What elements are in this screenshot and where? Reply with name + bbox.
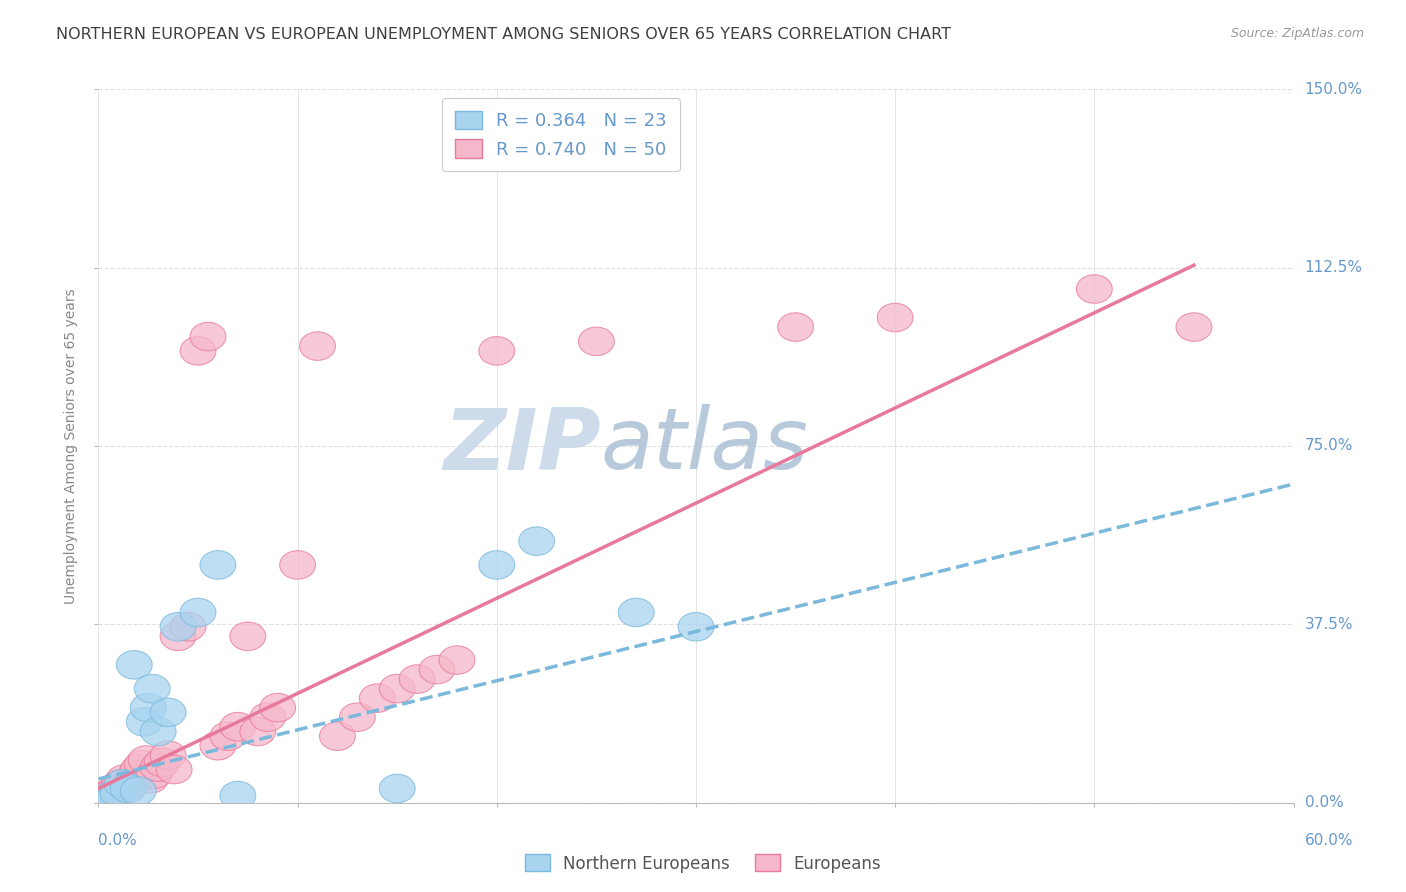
Ellipse shape (319, 722, 356, 750)
Ellipse shape (250, 703, 285, 731)
Y-axis label: Unemployment Among Seniors over 65 years: Unemployment Among Seniors over 65 years (65, 288, 79, 604)
Ellipse shape (380, 774, 415, 803)
Text: ZIP: ZIP (443, 404, 600, 488)
Text: 60.0%: 60.0% (1305, 833, 1353, 848)
Ellipse shape (299, 332, 336, 360)
Ellipse shape (578, 327, 614, 356)
Ellipse shape (180, 336, 217, 365)
Text: 37.5%: 37.5% (1305, 617, 1353, 632)
Ellipse shape (877, 303, 912, 332)
Ellipse shape (83, 786, 118, 814)
Ellipse shape (150, 698, 186, 727)
Ellipse shape (180, 599, 217, 627)
Ellipse shape (219, 713, 256, 741)
Ellipse shape (136, 760, 172, 789)
Ellipse shape (121, 777, 156, 805)
Ellipse shape (145, 748, 180, 777)
Ellipse shape (127, 707, 162, 736)
Ellipse shape (156, 756, 193, 784)
Ellipse shape (479, 336, 515, 365)
Ellipse shape (110, 772, 146, 800)
Text: 75.0%: 75.0% (1305, 439, 1353, 453)
Ellipse shape (619, 599, 654, 627)
Ellipse shape (778, 313, 814, 342)
Ellipse shape (200, 731, 236, 760)
Ellipse shape (219, 781, 256, 810)
Ellipse shape (128, 746, 165, 774)
Ellipse shape (124, 750, 160, 779)
Ellipse shape (141, 753, 176, 781)
Ellipse shape (121, 756, 156, 784)
Ellipse shape (1077, 275, 1112, 303)
Ellipse shape (200, 550, 236, 579)
Ellipse shape (170, 613, 207, 641)
Ellipse shape (380, 674, 415, 703)
Legend: Northern Europeans, Europeans: Northern Europeans, Europeans (519, 847, 887, 880)
Ellipse shape (97, 777, 132, 805)
Ellipse shape (94, 779, 131, 807)
Text: 112.5%: 112.5% (1305, 260, 1362, 275)
Ellipse shape (100, 774, 136, 803)
Ellipse shape (260, 693, 295, 722)
Ellipse shape (479, 550, 515, 579)
Ellipse shape (132, 764, 169, 793)
Ellipse shape (229, 622, 266, 650)
Ellipse shape (209, 722, 246, 750)
Ellipse shape (94, 781, 131, 810)
Ellipse shape (240, 717, 276, 746)
Legend: R = 0.364   N = 23, R = 0.740   N = 50: R = 0.364 N = 23, R = 0.740 N = 50 (441, 98, 679, 171)
Ellipse shape (90, 781, 127, 810)
Ellipse shape (97, 785, 132, 814)
Ellipse shape (98, 780, 135, 808)
Ellipse shape (89, 784, 124, 813)
Text: Source: ZipAtlas.com: Source: ZipAtlas.com (1230, 27, 1364, 40)
Ellipse shape (117, 650, 152, 679)
Ellipse shape (280, 550, 315, 579)
Ellipse shape (399, 665, 434, 693)
Ellipse shape (103, 770, 138, 798)
Ellipse shape (419, 656, 456, 684)
Ellipse shape (160, 613, 195, 641)
Ellipse shape (141, 717, 176, 746)
Ellipse shape (110, 774, 146, 803)
Ellipse shape (100, 779, 136, 807)
Ellipse shape (104, 770, 141, 798)
Ellipse shape (84, 784, 121, 813)
Ellipse shape (90, 784, 127, 813)
Ellipse shape (131, 693, 166, 722)
Ellipse shape (519, 527, 554, 556)
Ellipse shape (160, 622, 195, 650)
Text: 150.0%: 150.0% (1305, 82, 1362, 96)
Ellipse shape (190, 322, 226, 351)
Text: NORTHERN EUROPEAN VS EUROPEAN UNEMPLOYMENT AMONG SENIORS OVER 65 YEARS CORRELATI: NORTHERN EUROPEAN VS EUROPEAN UNEMPLOYME… (56, 27, 952, 42)
Ellipse shape (678, 613, 714, 641)
Ellipse shape (107, 764, 142, 793)
Ellipse shape (87, 781, 122, 810)
Ellipse shape (135, 674, 170, 703)
Ellipse shape (150, 741, 186, 770)
Ellipse shape (118, 760, 155, 789)
Ellipse shape (93, 783, 128, 812)
Text: 0.0%: 0.0% (98, 833, 138, 848)
Ellipse shape (114, 767, 150, 796)
Ellipse shape (439, 646, 475, 674)
Text: atlas: atlas (600, 404, 808, 488)
Ellipse shape (339, 703, 375, 731)
Ellipse shape (360, 684, 395, 713)
Ellipse shape (87, 786, 122, 814)
Ellipse shape (1175, 313, 1212, 342)
Text: 0.0%: 0.0% (1305, 796, 1343, 810)
